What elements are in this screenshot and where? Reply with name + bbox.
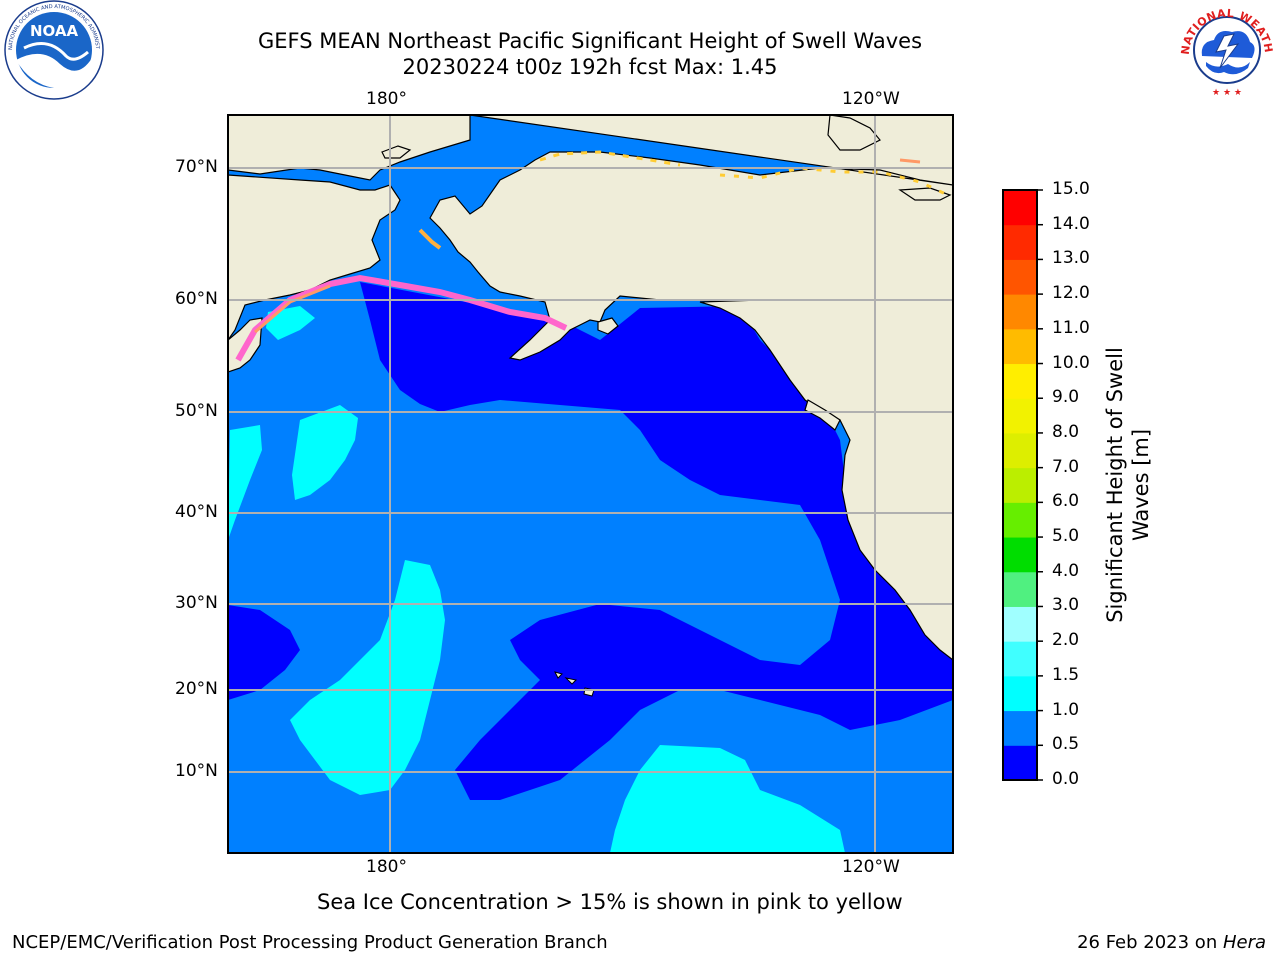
colorbar-segment [1003,190,1037,226]
colorbar-tick-label: 14.0 [1052,213,1090,234]
colorbar-tick-label: 12.0 [1052,283,1090,304]
colorbar-segment [1003,328,1037,365]
noaa-logo: NOAA NATIONAL OCEANIC AND ATMOSPHERIC AD… [2,0,104,100]
colorbar-tick-label: 5.0 [1052,526,1080,547]
noaa-text: NOAA [30,22,79,40]
lon-label-top-120w: 120°W [842,89,900,109]
colorbar-tick-label: 1.5 [1052,664,1080,685]
lat-label-60n: 60°N [175,289,218,309]
colorbar-frame [1002,189,1038,781]
land-masses [228,115,953,661]
lon-label-top-180: 180° [366,89,407,109]
lat-label-50n: 50°N [175,401,218,421]
colorbar-tick-label: 6.0 [1052,491,1080,512]
colorbar-tick-label: 0.5 [1052,734,1080,755]
footer-branch: NCEP/EMC/Verification Post Processing Pr… [12,932,608,953]
lat-label-30n: 30°N [175,593,218,613]
colorbar-segment [1003,502,1037,538]
lat-label-10n: 10°N [175,761,218,781]
footer-machine: Hera [1222,932,1266,953]
colorbar-tick-label: 3.0 [1052,595,1080,616]
lon-label-bottom-120w: 120°W [842,857,900,877]
colorbar-segment [1003,745,1037,781]
sea-ice-edge [235,150,951,362]
colorbar-segment [1003,432,1037,469]
colorbar-segment [1003,259,1037,295]
colorbar-tick-label: 15.0 [1052,179,1090,199]
colorbar-segment [1003,398,1037,434]
colorbar-tick-label: 13.0 [1052,248,1090,269]
lon-label-bottom-180: 180° [366,857,407,877]
chart-subtitle: 20230224 t00z 192h fcst Max: 1.45 [402,55,778,79]
footer-date: 26 Feb 2023 on Hera [1077,932,1266,953]
colorbar-tick-label: 11.0 [1052,317,1090,338]
colorbar-tick-label: 7.0 [1052,456,1080,477]
colorbar-tick-label: 4.0 [1052,560,1080,581]
lat-label-40n: 40°N [175,502,218,522]
colorbar-segment [1003,537,1037,573]
colorbar-tick-label: 1.0 [1052,699,1080,720]
colorbar-label: Significant Height of Swell Waves [m] [1102,347,1154,623]
colorbar-label-line1: Significant Height of Swell [1103,347,1127,623]
colorbar-segment [1003,467,1037,503]
footer-date-text: 26 Feb 2023 on [1077,932,1223,953]
svg-text:★ ★ ★: ★ ★ ★ [1212,88,1242,98]
colorbar-tick-label: 8.0 [1052,421,1080,442]
chart-title: GEFS MEAN Northeast Pacific Significant … [257,29,923,53]
colorbar-segment [1003,363,1037,399]
colorbar-segment [1003,606,1037,642]
colorbar-segment [1003,571,1037,607]
colorbar-segment [1003,641,1037,677]
lat-label-70n: 70°N [175,157,218,177]
colorbar-tick-label: 9.0 [1052,387,1080,408]
graticule [228,115,953,853]
colorbar-tick-label: 10.0 [1052,352,1090,373]
colorbar-segment [1003,710,1037,746]
colorbar-segment [1003,294,1037,330]
colorbar-label-line2: Waves [m] [1129,428,1153,542]
nws-logo: NATIONAL WEATHER SERVICE ★ ★ ★ [1176,0,1275,98]
colorbar-segment [1003,675,1037,712]
lat-label-20n: 20°N [175,679,218,699]
sea-ice-note: Sea Ice Concentration > 15% is shown in … [317,890,903,914]
colorbar-segment [1003,224,1037,260]
colorbar-tick-label: 2.0 [1052,630,1080,651]
colorbar-tick-label: 0.0 [1052,769,1080,789]
map-frame [227,114,954,854]
colorbar [1002,189,1043,781]
